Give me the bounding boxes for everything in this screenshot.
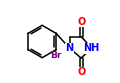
Text: O: O xyxy=(77,17,85,27)
Text: O: O xyxy=(77,17,85,27)
Text: Br: Br xyxy=(51,51,62,60)
Text: NH: NH xyxy=(83,43,100,53)
Text: NH: NH xyxy=(83,43,100,53)
Text: N: N xyxy=(66,43,74,53)
Text: N: N xyxy=(66,43,74,53)
Text: O: O xyxy=(77,67,85,77)
Text: O: O xyxy=(77,67,85,77)
